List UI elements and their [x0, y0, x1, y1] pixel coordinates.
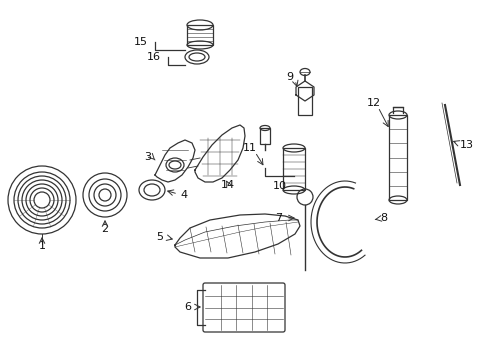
Text: 3: 3 — [144, 152, 151, 162]
Text: 9: 9 — [285, 72, 292, 82]
Bar — [283, 148, 305, 190]
Text: 7: 7 — [274, 213, 282, 223]
Text: 11: 11 — [243, 143, 257, 153]
Text: 10: 10 — [272, 181, 286, 191]
Text: 4: 4 — [180, 190, 187, 200]
Bar — [260, 128, 269, 144]
Text: 12: 12 — [366, 98, 380, 108]
Text: 15: 15 — [134, 37, 148, 47]
Bar — [186, 25, 213, 45]
Text: 13: 13 — [459, 140, 473, 150]
Text: 14: 14 — [221, 180, 235, 190]
Text: 16: 16 — [147, 52, 161, 62]
Bar — [388, 115, 406, 200]
Text: 5: 5 — [156, 232, 163, 242]
Text: 1: 1 — [39, 241, 45, 251]
Text: 6: 6 — [183, 302, 191, 312]
Bar — [297, 87, 311, 115]
Text: 2: 2 — [101, 224, 108, 234]
Text: 8: 8 — [379, 213, 386, 223]
